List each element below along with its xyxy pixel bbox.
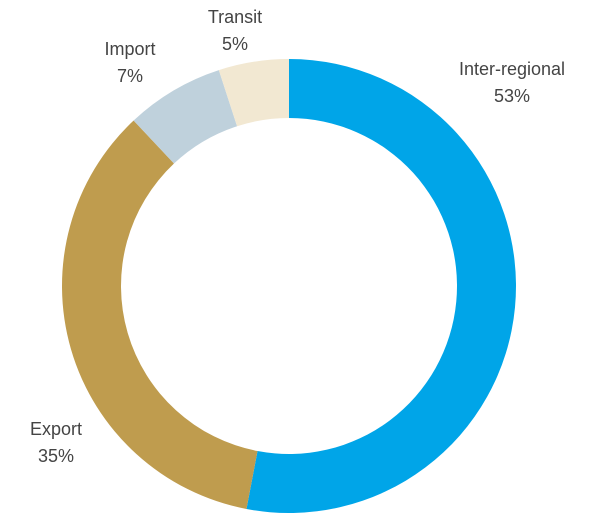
value-label: 7% — [117, 66, 143, 86]
donut-segment — [218, 59, 289, 127]
segment-label: Transit — [208, 7, 262, 27]
value-label: 35% — [38, 446, 74, 466]
value-label: 5% — [222, 34, 248, 54]
donut-segment — [246, 59, 516, 513]
donut-segment — [133, 70, 238, 164]
segment-label: Export — [30, 419, 82, 439]
value-label: 53% — [494, 86, 530, 106]
segment-label: Import — [104, 39, 155, 59]
segment-label: Inter-regional — [459, 59, 565, 79]
donut-segment — [61, 120, 258, 509]
